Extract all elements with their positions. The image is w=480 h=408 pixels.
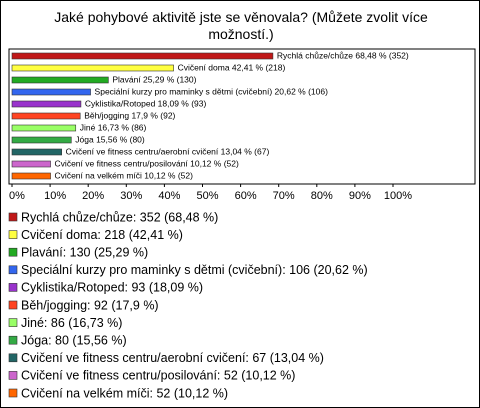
legend-label: Cvičení na velkém míči: 52 (10,12 %) [21, 386, 228, 400]
bar [11, 112, 81, 120]
legend-label: Cyklistika/Rotoped: 93 (18,09 %) [21, 281, 203, 295]
bar [11, 136, 72, 144]
x-tick-label: 40% [158, 190, 180, 202]
bar [11, 100, 82, 108]
value-label: Cvičení ve fitness centru/aerobní cvičen… [66, 146, 270, 156]
bar [11, 64, 174, 72]
legend-swatch [8, 230, 18, 239]
x-tick-label: 90% [349, 190, 371, 202]
x-tick-label: 0% [9, 190, 25, 202]
legend-label: Jiné: 86 (16,73 %) [21, 316, 122, 330]
x-tick-label: 30% [120, 190, 142, 202]
legend-label: Speciální kurzy pro maminky s dětmi (cvi… [21, 263, 368, 277]
value-label: Plavání 25,29 % (130) [112, 74, 196, 84]
legend-swatch [8, 318, 18, 327]
value-label: Cyklistika/Rotoped 18,09 % (93) [85, 98, 207, 108]
value-label: Běh/jogging 17,9 % (92) [84, 110, 175, 120]
legend-swatch [8, 283, 18, 292]
value-label: Speciální kurzy pro maminky s dětmi (cvi… [95, 86, 329, 96]
legend-swatch [8, 353, 18, 363]
legend-swatch [8, 388, 18, 398]
value-label: Cvičení ve fitness centru/posilování 10,… [55, 158, 239, 168]
bar [11, 160, 51, 168]
legend-label: Běh/jogging: 92 (17,9 %) [21, 298, 159, 312]
x-tick-label: 20% [82, 190, 104, 202]
x-tick-label: 80% [311, 190, 333, 202]
legend-swatch [8, 247, 18, 257]
bar [11, 76, 109, 84]
bar [11, 124, 77, 132]
legend-label: Jóga: 80 (15,56 %) [21, 333, 127, 347]
bar [11, 88, 91, 96]
legend-swatch [8, 335, 18, 345]
value-label: Jóga 15,56 % (80) [75, 134, 145, 144]
legend-swatch [8, 212, 18, 222]
plot-frame [8, 48, 476, 185]
legend-label: Plavání: 130 (25,29 %) [21, 245, 148, 259]
legend-label: Cvičení doma: 218 (42,41 %) [21, 228, 183, 242]
legend-label: Cvičení ve fitness centru/posilování: 52… [21, 369, 295, 383]
legend-swatch [8, 371, 18, 380]
x-tick-label: 60% [235, 190, 257, 202]
bar [11, 172, 51, 180]
bar [11, 52, 274, 60]
legend-swatch [8, 300, 18, 310]
value-label: Cvičení doma 42,41 % (218) [178, 62, 286, 72]
chart-title: Jaké pohybové aktivitě jste se věnovala?… [54, 9, 428, 42]
legend-label: Rychlá chůze/chůze: 352 (68,48 %) [21, 210, 218, 224]
x-tick-label: 100% [384, 190, 412, 202]
bar [11, 148, 62, 156]
x-tick-label: 70% [273, 190, 295, 202]
value-label: Rychlá chůze/chůze 68,48 % (352) [277, 50, 409, 60]
legend-swatch [8, 265, 18, 275]
x-tick-label: 50% [196, 190, 218, 202]
legend-label: Cvičení ve fitness centru/aerobní cvičen… [21, 351, 324, 365]
value-label: Jiné 16,73 % (86) [80, 122, 147, 132]
value-label: Cvičení na velkém míči 10,12 % (52) [55, 170, 194, 180]
x-tick-label: 10% [44, 190, 66, 202]
